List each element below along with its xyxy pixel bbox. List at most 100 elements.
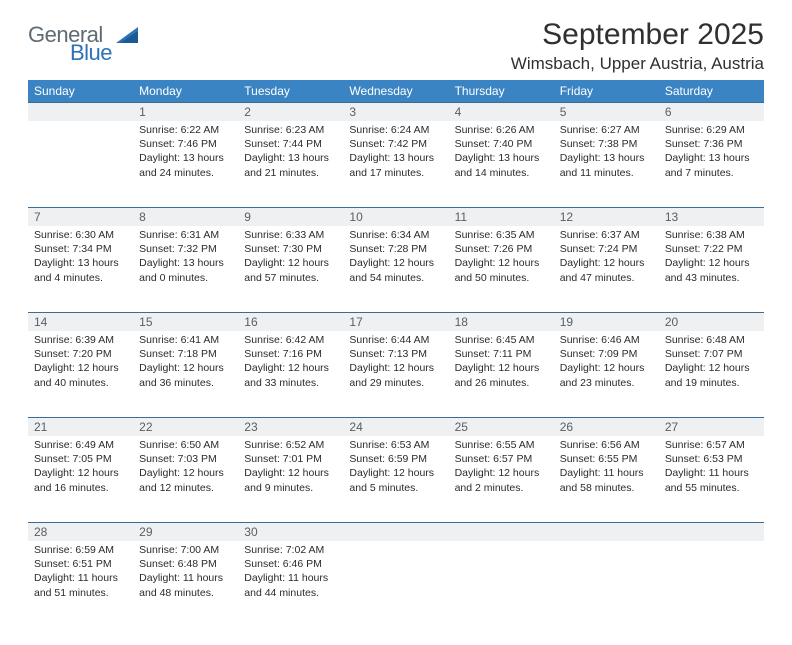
sunrise-text: Sunrise: 6:33 AM	[244, 228, 337, 242]
day-cell	[554, 541, 659, 627]
sunset-text: Sunset: 7:36 PM	[665, 137, 758, 151]
sunrise-text: Sunrise: 7:00 AM	[139, 543, 232, 557]
day-cell: Sunrise: 6:39 AMSunset: 7:20 PMDaylight:…	[28, 331, 133, 418]
sunset-text: Sunset: 6:53 PM	[665, 452, 758, 466]
day-cell: Sunrise: 6:23 AMSunset: 7:44 PMDaylight:…	[238, 121, 343, 208]
day-number: 10	[343, 208, 448, 227]
day-cell: Sunrise: 6:48 AMSunset: 7:07 PMDaylight:…	[659, 331, 764, 418]
day-number	[449, 523, 554, 542]
day-number: 21	[28, 418, 133, 437]
day-number: 9	[238, 208, 343, 227]
sunrise-text: Sunrise: 6:39 AM	[34, 333, 127, 347]
day-header: Monday	[133, 80, 238, 103]
day-number: 14	[28, 313, 133, 332]
sunset-text: Sunset: 7:24 PM	[560, 242, 653, 256]
day-number	[659, 523, 764, 542]
daylight-text: Daylight: 12 hours and 29 minutes.	[349, 361, 442, 389]
daylight-text: Daylight: 12 hours and 9 minutes.	[244, 466, 337, 494]
daylight-text: Daylight: 12 hours and 2 minutes.	[455, 466, 548, 494]
day-cell: Sunrise: 6:52 AMSunset: 7:01 PMDaylight:…	[238, 436, 343, 523]
day-number: 26	[554, 418, 659, 437]
day-cell: Sunrise: 6:46 AMSunset: 7:09 PMDaylight:…	[554, 331, 659, 418]
daylight-text: Daylight: 11 hours and 48 minutes.	[139, 571, 232, 599]
day-cell: Sunrise: 6:38 AMSunset: 7:22 PMDaylight:…	[659, 226, 764, 313]
day-cell	[28, 121, 133, 208]
day-number: 12	[554, 208, 659, 227]
daylight-text: Daylight: 12 hours and 47 minutes.	[560, 256, 653, 284]
day-cell: Sunrise: 6:27 AMSunset: 7:38 PMDaylight:…	[554, 121, 659, 208]
daylight-text: Daylight: 13 hours and 21 minutes.	[244, 151, 337, 179]
sunset-text: Sunset: 6:48 PM	[139, 557, 232, 571]
day-number: 30	[238, 523, 343, 542]
day-number: 7	[28, 208, 133, 227]
sunset-text: Sunset: 7:20 PM	[34, 347, 127, 361]
day-cell: Sunrise: 6:49 AMSunset: 7:05 PMDaylight:…	[28, 436, 133, 523]
day-number: 5	[554, 103, 659, 122]
day-cell: Sunrise: 6:57 AMSunset: 6:53 PMDaylight:…	[659, 436, 764, 523]
day-number: 29	[133, 523, 238, 542]
sunset-text: Sunset: 7:28 PM	[349, 242, 442, 256]
sunset-text: Sunset: 6:59 PM	[349, 452, 442, 466]
day-cell	[343, 541, 448, 627]
sunrise-text: Sunrise: 6:37 AM	[560, 228, 653, 242]
daylight-text: Daylight: 13 hours and 7 minutes.	[665, 151, 758, 179]
location: Wimsbach, Upper Austria, Austria	[511, 54, 764, 74]
day-header: Thursday	[449, 80, 554, 103]
sunset-text: Sunset: 7:03 PM	[139, 452, 232, 466]
sunset-text: Sunset: 7:32 PM	[139, 242, 232, 256]
sunrise-text: Sunrise: 6:56 AM	[560, 438, 653, 452]
day-cell: Sunrise: 6:26 AMSunset: 7:40 PMDaylight:…	[449, 121, 554, 208]
sunset-text: Sunset: 6:51 PM	[34, 557, 127, 571]
sunset-text: Sunset: 7:42 PM	[349, 137, 442, 151]
sunset-text: Sunset: 7:11 PM	[455, 347, 548, 361]
daylight-text: Daylight: 12 hours and 16 minutes.	[34, 466, 127, 494]
day-number: 23	[238, 418, 343, 437]
day-header: Friday	[554, 80, 659, 103]
day-number: 13	[659, 208, 764, 227]
day-header: Sunday	[28, 80, 133, 103]
day-cell: Sunrise: 6:34 AMSunset: 7:28 PMDaylight:…	[343, 226, 448, 313]
daylight-text: Daylight: 12 hours and 5 minutes.	[349, 466, 442, 494]
day-number: 27	[659, 418, 764, 437]
day-cell: Sunrise: 6:37 AMSunset: 7:24 PMDaylight:…	[554, 226, 659, 313]
sunset-text: Sunset: 6:46 PM	[244, 557, 337, 571]
sunset-text: Sunset: 7:22 PM	[665, 242, 758, 256]
daylight-text: Daylight: 12 hours and 57 minutes.	[244, 256, 337, 284]
sunrise-text: Sunrise: 7:02 AM	[244, 543, 337, 557]
day-cell: Sunrise: 6:42 AMSunset: 7:16 PMDaylight:…	[238, 331, 343, 418]
daylight-text: Daylight: 11 hours and 51 minutes.	[34, 571, 127, 599]
day-number: 25	[449, 418, 554, 437]
daylight-text: Daylight: 12 hours and 40 minutes.	[34, 361, 127, 389]
sunset-text: Sunset: 7:30 PM	[244, 242, 337, 256]
day-cell: Sunrise: 6:50 AMSunset: 7:03 PMDaylight:…	[133, 436, 238, 523]
day-number: 22	[133, 418, 238, 437]
triangle-icon	[116, 25, 142, 50]
logo: General Blue	[28, 18, 142, 66]
day-number: 1	[133, 103, 238, 122]
sunset-text: Sunset: 7:05 PM	[34, 452, 127, 466]
sunset-text: Sunset: 7:16 PM	[244, 347, 337, 361]
day-number: 16	[238, 313, 343, 332]
daylight-text: Daylight: 13 hours and 24 minutes.	[139, 151, 232, 179]
sunset-text: Sunset: 7:07 PM	[665, 347, 758, 361]
sunrise-text: Sunrise: 6:57 AM	[665, 438, 758, 452]
day-header: Tuesday	[238, 80, 343, 103]
day-cell: Sunrise: 6:22 AMSunset: 7:46 PMDaylight:…	[133, 121, 238, 208]
day-cell: Sunrise: 6:53 AMSunset: 6:59 PMDaylight:…	[343, 436, 448, 523]
sunset-text: Sunset: 7:18 PM	[139, 347, 232, 361]
sunrise-text: Sunrise: 6:41 AM	[139, 333, 232, 347]
daylight-text: Daylight: 13 hours and 14 minutes.	[455, 151, 548, 179]
sunrise-text: Sunrise: 6:26 AM	[455, 123, 548, 137]
day-number: 28	[28, 523, 133, 542]
day-header: Wednesday	[343, 80, 448, 103]
sunrise-text: Sunrise: 6:44 AM	[349, 333, 442, 347]
sunset-text: Sunset: 7:38 PM	[560, 137, 653, 151]
day-number: 2	[238, 103, 343, 122]
day-number: 6	[659, 103, 764, 122]
daylight-text: Daylight: 12 hours and 26 minutes.	[455, 361, 548, 389]
sunset-text: Sunset: 7:09 PM	[560, 347, 653, 361]
month-title: September 2025	[511, 18, 764, 52]
sunrise-text: Sunrise: 6:30 AM	[34, 228, 127, 242]
day-cell: Sunrise: 6:41 AMSunset: 7:18 PMDaylight:…	[133, 331, 238, 418]
daylight-text: Daylight: 12 hours and 12 minutes.	[139, 466, 232, 494]
